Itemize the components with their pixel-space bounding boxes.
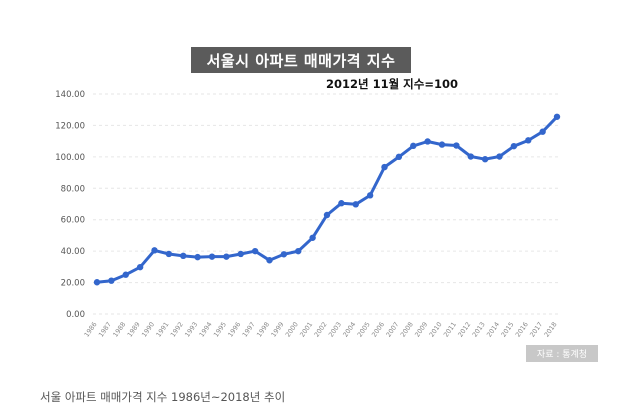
x-tick-label: 2017: [528, 321, 544, 339]
x-tick-label: 1996: [226, 321, 242, 339]
x-tick-label: 1997: [241, 321, 257, 339]
x-tick-label: 2000: [284, 321, 300, 339]
x-tick-label: 2004: [341, 321, 357, 339]
data-point: [366, 192, 374, 199]
data-point: [93, 279, 101, 286]
x-tick-label: 2010: [428, 321, 444, 339]
x-tick-label: 2015: [499, 321, 515, 339]
y-tick-label: 60.00: [61, 216, 85, 226]
data-point: [381, 163, 388, 171]
x-tick-label: 2013: [471, 321, 487, 339]
chart-title: 서울시 아파트 매매가격 지수: [191, 47, 411, 73]
x-tick-label: 1990: [140, 321, 156, 339]
x-tick-label: 2018: [543, 321, 559, 339]
x-tick-label: 2008: [399, 321, 415, 339]
data-point: [223, 253, 230, 260]
x-tick-label: 1994: [198, 321, 214, 339]
chart-subtitle: 2012년 11월 지수=100: [326, 77, 458, 91]
x-tick-label: 1998: [255, 321, 271, 339]
x-tick-label: 1999: [269, 321, 285, 339]
figure-caption: 서울 아파트 매매가격 지수 1986년~2018년 추이: [40, 390, 286, 404]
data-point: [280, 251, 288, 258]
x-tick-label: 2003: [327, 321, 343, 339]
y-tick-label: 140.00: [55, 90, 85, 100]
data-point: [136, 263, 144, 271]
y-tick-label: 20.00: [61, 279, 85, 289]
x-tick-label: 1995: [212, 321, 228, 339]
x-tick-label: 2014: [485, 321, 501, 339]
data-point: [180, 252, 187, 260]
x-tick-label: 1987: [97, 321, 113, 339]
x-tick-label: 1986: [83, 321, 99, 339]
y-tick-label: 80.00: [61, 184, 85, 194]
x-tick-label: 2012: [456, 321, 472, 339]
data-point: [338, 200, 345, 207]
x-tick-label: 2001: [298, 321, 314, 339]
data-point: [194, 253, 201, 261]
series-line: [95, 115, 559, 284]
data-point: [481, 156, 489, 163]
x-tick-label: 2007: [384, 321, 400, 339]
x-tick-label: 1993: [183, 321, 199, 339]
chart-figure: 0.00 20.00 40.00 60.00 80.00 100.00 120.00 140.…: [55, 47, 598, 362]
data-point: [352, 201, 359, 208]
data-point: [295, 247, 302, 255]
y-tick-label: 0.00: [66, 310, 85, 320]
x-tick-label: 1991: [154, 321, 170, 339]
data-point: [165, 250, 173, 258]
x-tick-label: 1992: [169, 321, 185, 339]
x-tick-label: 2009: [413, 321, 429, 339]
y-tick-label: 120.00: [55, 121, 85, 131]
data-point: [108, 277, 115, 284]
data-point: [553, 113, 561, 120]
data-point: [510, 142, 518, 150]
y-tick-label: 100.00: [55, 153, 85, 163]
line-chart: 0.00 20.00 40.00 60.00 80.00 100.00 120.00 140.…: [55, 90, 561, 339]
x-tick-label: 2006: [370, 321, 386, 339]
data-point: [410, 142, 417, 150]
data-point: [151, 247, 158, 254]
x-tick-label: 1988: [111, 321, 127, 339]
data-point: [438, 141, 446, 148]
data-point: [467, 153, 474, 160]
x-tick-label: 1989: [126, 321, 142, 339]
data-point: [323, 211, 331, 219]
data-point: [122, 271, 129, 278]
data-point: [237, 250, 244, 258]
x-tick-label: 2011: [442, 321, 458, 339]
y-tick-label: 40.00: [61, 247, 85, 257]
data-point: [453, 142, 460, 149]
data-point: [539, 128, 546, 135]
x-tick-label: 2005: [356, 321, 372, 339]
source-badge: 자료 : 통계청: [526, 345, 598, 362]
x-tick-label: 2016: [514, 321, 530, 339]
data-point: [309, 234, 316, 241]
data-point: [251, 247, 259, 255]
data-point: [525, 137, 532, 144]
data-point: [424, 138, 431, 145]
data-point: [496, 153, 503, 160]
data-point: [208, 253, 216, 260]
data-point: [395, 153, 403, 161]
x-tick-label: 2002: [313, 321, 329, 339]
data-point: [266, 257, 273, 264]
